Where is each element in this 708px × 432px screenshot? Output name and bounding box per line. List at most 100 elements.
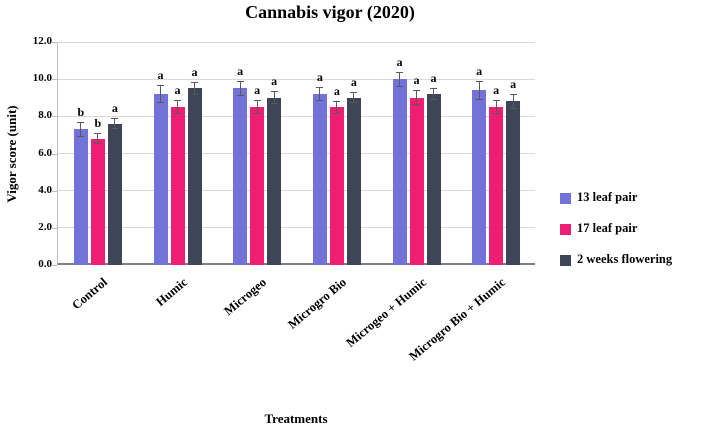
y-tick-label: 6.0	[38, 146, 52, 159]
x-tick-label: Microgeo	[221, 275, 270, 319]
gridline	[58, 78, 535, 80]
bar	[472, 90, 487, 265]
error-bar-cap	[157, 102, 164, 104]
bar	[346, 97, 361, 265]
error-bar-cap	[191, 81, 198, 83]
y-tick-label: 8.0	[38, 109, 52, 122]
error-bar-cap	[111, 118, 119, 120]
error-bar-cap	[174, 113, 181, 115]
error-bar	[80, 121, 82, 137]
error-bar-cap	[492, 113, 500, 115]
error-bar-cap	[253, 99, 261, 101]
legend-label: 13 leaf pair	[577, 190, 638, 204]
significance-letter: a	[413, 73, 420, 88]
gridline	[58, 227, 535, 229]
x-tick-label: Control	[69, 275, 110, 313]
legend-item: 2 weeks flowering	[560, 252, 672, 267]
error-bar-cap	[396, 85, 403, 87]
significance-letter: a	[157, 67, 164, 82]
y-tick-label: 2.0	[38, 220, 52, 233]
significance-letter: a	[174, 82, 181, 97]
error-bar-cap	[157, 84, 164, 86]
bar	[312, 94, 327, 265]
legend: 13 leaf pair 17 leaf pair 2 weeks flowerin…	[560, 190, 672, 283]
y-tick-label: 12.0	[32, 35, 52, 47]
bar	[153, 94, 168, 265]
legend-swatch	[560, 193, 571, 204]
error-bar-cap	[236, 94, 244, 96]
error-bar-cap	[509, 94, 517, 96]
error-bar-cap	[509, 107, 517, 109]
bar	[170, 107, 185, 265]
error-bar-cap	[430, 88, 437, 90]
bar	[267, 97, 282, 265]
error-bar-cap	[492, 99, 500, 101]
error-bar	[353, 92, 355, 104]
x-tick-label: Microgro Bio	[285, 275, 349, 332]
y-tickmark	[52, 79, 57, 81]
y-tickmark	[52, 153, 57, 155]
significance-letter: a	[316, 69, 323, 84]
error-bar-cap	[270, 103, 278, 105]
bar	[506, 101, 521, 265]
error-bar	[336, 100, 338, 114]
error-bar-cap	[270, 91, 278, 93]
error-bar	[319, 86, 321, 102]
significance-letter: b	[94, 116, 102, 131]
y-tickmark	[52, 116, 57, 118]
error-bar-cap	[333, 112, 341, 114]
error-bar	[194, 81, 195, 95]
error-bar-cap	[396, 71, 403, 73]
significance-letter: a	[237, 64, 244, 79]
x-tick-label: Humic	[152, 275, 190, 309]
significance-letter: a	[254, 82, 261, 97]
bar	[426, 94, 441, 265]
error-bar-cap	[94, 133, 102, 135]
error-bar	[512, 94, 514, 109]
error-bar	[239, 81, 241, 96]
error-bar-cap	[333, 100, 341, 102]
bar	[329, 107, 344, 265]
legend-label: 17 leaf pair	[577, 221, 638, 235]
y-tickmark	[52, 265, 57, 266]
bar	[409, 97, 424, 265]
legend-swatch	[560, 255, 571, 266]
y-tickmark	[52, 42, 57, 43]
y-tick-label: 0.0	[38, 258, 52, 270]
error-bar-cap	[430, 98, 437, 100]
significance-letter: a	[430, 71, 437, 86]
significance-letter: a	[191, 64, 198, 79]
error-bar-cap	[191, 93, 198, 95]
x-axis-title: Treatments	[264, 411, 328, 426]
bar	[107, 123, 122, 265]
error-bar-cap	[316, 86, 324, 88]
gridline	[58, 41, 535, 43]
bar	[489, 107, 504, 265]
significance-letter: a	[350, 75, 357, 90]
x-tick-label: Microgro Bio + Humic	[406, 275, 509, 364]
y-tickmark	[52, 190, 57, 192]
x-tick-label: Microgeo + Humic	[342, 275, 429, 350]
bar	[392, 79, 407, 265]
bar	[90, 138, 105, 265]
gridline	[58, 115, 535, 117]
bar	[233, 88, 248, 265]
gridline	[58, 190, 535, 192]
significance-letter: a	[271, 74, 278, 89]
error-bar-cap	[350, 92, 358, 94]
bar	[187, 88, 202, 265]
error-bar-cap	[253, 113, 261, 115]
significance-letter: a	[510, 77, 517, 92]
error-bar-cap	[475, 81, 483, 83]
error-bar	[495, 99, 497, 115]
significance-letter: a	[111, 101, 118, 116]
significance-letter: a	[396, 54, 403, 69]
y-tick-label: 4.0	[38, 183, 52, 196]
error-bar	[97, 133, 99, 145]
error-bar	[399, 71, 400, 87]
y-tick-label: 10.0	[32, 72, 52, 85]
error-bar	[433, 88, 434, 100]
legend-swatch	[560, 224, 571, 235]
error-bar	[160, 84, 161, 104]
